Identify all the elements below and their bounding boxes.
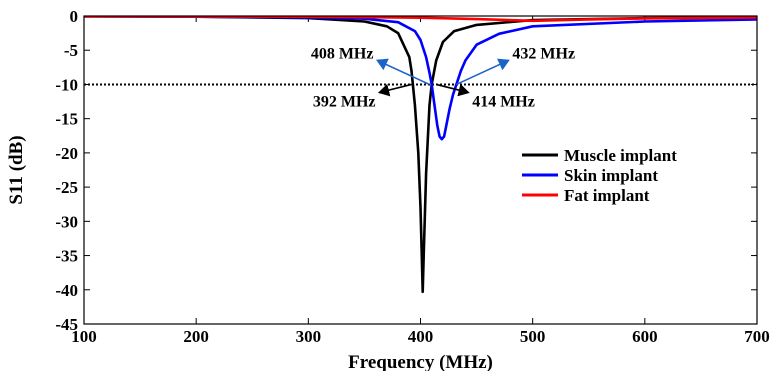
annotation-layer: 408 MHz 432 MHz 392 MHz 414 MHz (311, 45, 575, 110)
y-tick-label: -35 (55, 247, 78, 266)
annotation-label: 392 MHz (313, 93, 376, 110)
y-axis-ticks: 0 -5 -10 -15 -20 -25 -30 -35 -40 -45 (55, 7, 757, 334)
x-tick-label: 600 (632, 327, 658, 346)
y-tick-label: -20 (55, 144, 78, 163)
annotation-arrow (456, 58, 510, 86)
plot-frame (83, 15, 758, 325)
x-tick-label: 300 (296, 327, 322, 346)
annotation-label: 432 MHz (512, 45, 575, 62)
x-tick-label: 500 (520, 327, 546, 346)
x-tick-label: 100 (71, 327, 97, 346)
y-tick-label: -15 (55, 110, 78, 129)
series-line-fat-implant (84, 16, 757, 23)
y-tick-label: 0 (70, 7, 79, 26)
y-axis-title: S11 (dB) (6, 135, 27, 204)
y-tick-label: -10 (55, 75, 78, 94)
y-tick-label: -25 (55, 178, 78, 197)
annotation-arrow (376, 58, 430, 86)
annotation-arrow (436, 83, 470, 97)
x-axis-title: Frequency (MHz) (348, 352, 493, 371)
y-tick-label: -45 (55, 315, 78, 334)
series-line-skin-implant (84, 16, 757, 141)
y-tick-label: -30 (55, 212, 78, 231)
series-line-muscle-implant (84, 16, 757, 294)
annotation-label: 408 MHz (311, 45, 374, 62)
legend-label-muscle-implant: Muscle implant (564, 146, 677, 165)
x-tick-label: 200 (183, 327, 209, 346)
y-tick-label: -5 (64, 41, 78, 60)
x-tick-label: 700 (744, 327, 770, 346)
legend-label-fat-implant: Fat implant (564, 186, 650, 205)
series-layer (84, 16, 757, 294)
annotation-arrow (377, 83, 412, 97)
legend-label-skin-implant: Skin implant (564, 166, 658, 185)
x-tick-label: 400 (408, 327, 434, 346)
annotation-label: 414 MHz (472, 93, 535, 110)
x-axis-ticks: 100 200 300 400 500 600 700 (71, 16, 770, 346)
y-tick-label: -40 (55, 281, 78, 300)
